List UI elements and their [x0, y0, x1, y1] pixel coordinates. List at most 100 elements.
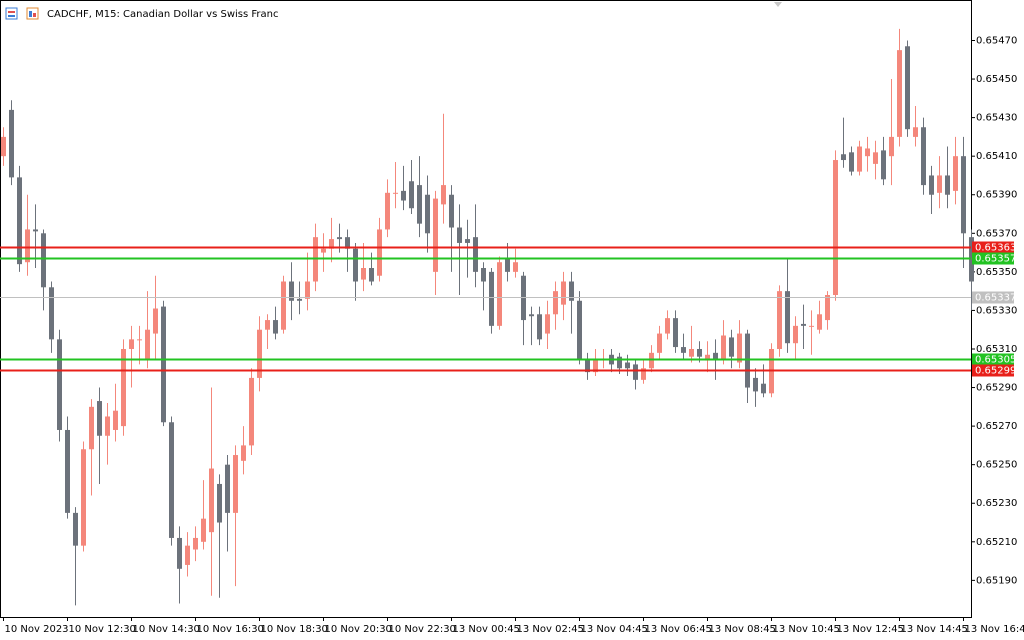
candle-body — [489, 271, 494, 326]
y-tick-label: 0.65390 — [976, 190, 1017, 201]
candle-body — [129, 339, 134, 349]
candle-body — [785, 291, 790, 344]
y-tick-label: 0.65270 — [976, 421, 1017, 432]
candle-body — [257, 329, 262, 378]
toolbar-icons[interactable] — [5, 7, 39, 20]
y-tick-label: 0.65450 — [976, 74, 1017, 85]
candle-body — [57, 339, 62, 430]
icon[interactable] — [26, 7, 39, 20]
y-tick-label: 0.65330 — [976, 305, 1017, 316]
candle-body — [801, 323, 806, 326]
candle-body — [745, 333, 750, 388]
x-tick-label: 10 Nov 22:30 — [389, 624, 456, 635]
candle-body — [417, 185, 422, 224]
icon — [8, 15, 15, 17]
candle-body — [17, 177, 22, 265]
candle-body — [681, 347, 686, 353]
candle-body — [513, 262, 518, 272]
candle-body — [817, 314, 822, 330]
candle-body — [353, 248, 358, 282]
level-tag — [972, 241, 1014, 254]
candle-body — [657, 333, 662, 353]
candle-body — [137, 339, 142, 341]
x-tick-label: 10 Nov 12:30 — [69, 624, 136, 635]
y-tick-label: 0.65310 — [976, 344, 1017, 355]
y-tick-label: 0.65430 — [976, 113, 1017, 124]
candle-body — [913, 127, 918, 137]
candle-body — [281, 281, 286, 330]
candle-body — [457, 227, 462, 243]
x-tick-label: 10 Nov 18:30 — [261, 624, 328, 635]
candle-body — [721, 335, 726, 359]
candle-body — [841, 154, 846, 161]
candle-body — [481, 268, 486, 282]
candle-body — [433, 198, 438, 272]
candle-body — [473, 237, 478, 272]
candle-body — [105, 416, 110, 436]
candle-body — [161, 306, 166, 423]
y-tick-label: 0.65410 — [976, 151, 1017, 162]
level-label: 0.65337 — [975, 293, 1016, 304]
y-tick-label: 0.65290 — [976, 383, 1017, 394]
candle-body — [9, 109, 14, 178]
candle-body — [241, 445, 246, 461]
candle-body — [617, 356, 622, 369]
candle-body — [305, 281, 310, 299]
candle-body — [529, 314, 534, 317]
candle-body — [401, 190, 406, 201]
candle-body — [233, 455, 238, 513]
x-tick-label: 13 Nov 12:45 — [837, 624, 904, 635]
candle-body — [249, 377, 254, 446]
candle-body — [97, 401, 102, 436]
y-tick-label: 0.65250 — [976, 460, 1017, 471]
candle-body — [833, 160, 838, 296]
candle-body — [33, 229, 38, 232]
x-tick-label: 10 Nov 2023 — [5, 624, 69, 635]
candle-body — [209, 468, 214, 533]
candle-body — [449, 194, 454, 228]
x-tick-label: 10 Nov 14:30 — [133, 624, 200, 635]
candle-body — [641, 368, 646, 380]
chart-title: CADCHF, M15: Canadian Dollar vs Swiss Fr… — [47, 9, 278, 20]
candle-body — [169, 422, 174, 538]
candle-body — [777, 291, 782, 349]
candle-body — [201, 518, 206, 542]
y-tick-label: 0.65190 — [976, 575, 1017, 586]
x-tick-label: 10 Nov 16:30 — [197, 624, 264, 635]
candle-body — [377, 229, 382, 276]
candle-body — [361, 268, 366, 280]
candle-body — [145, 329, 150, 359]
candle-body — [937, 175, 942, 193]
shift-marker[interactable] — [774, 2, 782, 7]
candle-body — [865, 148, 870, 157]
icon — [33, 13, 36, 17]
candle-body — [729, 337, 734, 357]
candle-body — [713, 352, 718, 359]
y-tick-label: 0.65230 — [976, 498, 1017, 509]
candle-body — [345, 237, 350, 249]
candle-body — [561, 281, 566, 305]
candle-body — [753, 377, 758, 392]
candle-body — [153, 308, 158, 334]
x-tick-label: 13 Nov 08:45 — [709, 624, 776, 635]
candle-body — [49, 287, 54, 340]
candle-body — [897, 50, 902, 137]
icon[interactable] — [5, 7, 18, 20]
candle-body — [273, 320, 278, 334]
candle-body — [929, 175, 934, 195]
x-tick-label: 13 Nov 14:45 — [901, 624, 968, 635]
y-tick-label: 0.65350 — [976, 267, 1017, 278]
candle-body — [793, 325, 798, 344]
x-tick-label: 10 Nov 20:30 — [325, 624, 392, 635]
level-tag — [972, 353, 1014, 366]
candle-body — [425, 194, 430, 234]
x-tick-label: 13 Nov 10:45 — [773, 624, 840, 635]
candle-body — [385, 192, 390, 230]
candle-body — [25, 229, 30, 263]
candle-body — [409, 181, 414, 209]
candle-body — [961, 156, 966, 234]
candle-body — [185, 545, 190, 565]
candle-body — [593, 358, 598, 373]
candle-body — [737, 333, 742, 363]
candle-body — [625, 362, 630, 369]
